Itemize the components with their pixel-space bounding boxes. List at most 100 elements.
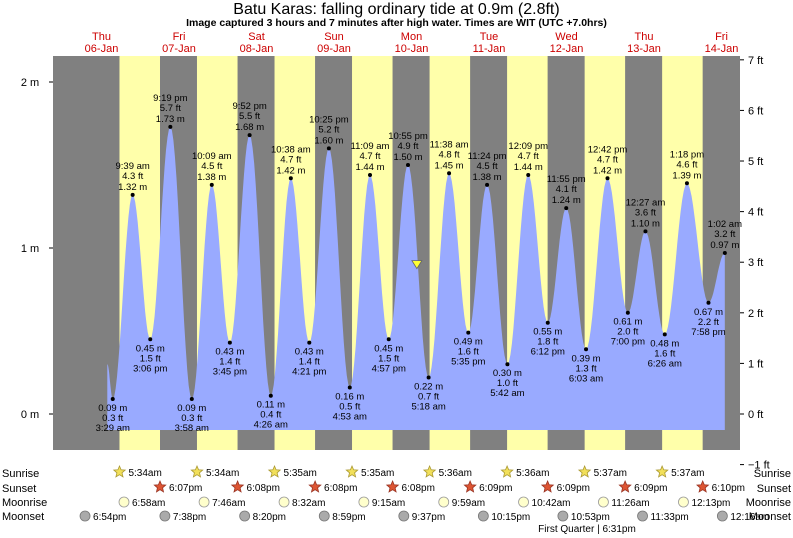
tide-m-label: 0.11 m xyxy=(257,400,285,411)
sunset-icon xyxy=(385,479,400,493)
tide-time-label: 6:12 pm xyxy=(531,347,565,358)
tide-point xyxy=(505,362,510,367)
tide-m-label: 0.30 m xyxy=(493,368,522,379)
tide-ft-label: 5.7 ft xyxy=(160,103,181,114)
moonrise-icon xyxy=(518,496,529,508)
day-header-dow: Mon xyxy=(401,31,422,43)
tide-time-label: 6:26 am xyxy=(648,358,682,369)
sunrise-icon xyxy=(267,464,282,478)
tide-ft-label: 0.3 ft xyxy=(181,413,202,424)
sunrise-icon xyxy=(190,464,204,478)
tide-ft-label: 4.7 ft xyxy=(280,154,301,165)
tide-point xyxy=(148,337,153,342)
tide-m-label: 0.45 m xyxy=(374,343,403,354)
sunrise-time: 5:36am xyxy=(439,468,472,479)
moonset-icon xyxy=(716,510,728,522)
tide-time-label: 4:21 pm xyxy=(292,367,326,378)
tide-ft-label: 0.3 ft xyxy=(102,413,123,424)
tide-m-label: 0.45 m xyxy=(136,343,165,354)
moonset-icon xyxy=(398,510,410,522)
tide-time-label: 4:26 am xyxy=(254,420,288,431)
moonset-time: 8:20pm xyxy=(253,512,286,523)
tide-m-label: 1.38 m xyxy=(197,172,226,183)
tide-ft-label: 4.7 ft xyxy=(597,154,618,165)
sunset-icon xyxy=(618,479,632,493)
sunset-icon xyxy=(540,479,555,493)
tide-ft-label: 1.8 ft xyxy=(537,337,558,348)
tide-time-label: 12:27 am xyxy=(626,197,666,208)
current-tide-marker xyxy=(411,260,423,270)
tide-m-label: 0.48 m xyxy=(650,338,679,349)
right-axis-tick-label: 2 ft xyxy=(748,308,763,320)
tide-ft-label: 4.6 ft xyxy=(676,159,697,170)
day-header-date: 07-Jan xyxy=(162,43,196,55)
day-header-date: 14-Jan xyxy=(705,43,739,55)
tide-m-label: 0.49 m xyxy=(454,337,483,348)
sunset-time: 6:09pm xyxy=(557,483,590,494)
tide-ft-label: 3.6 ft xyxy=(635,207,656,218)
tide-point xyxy=(447,171,452,176)
tide-time-label: 7:58 pm xyxy=(691,327,725,338)
tide-m-label: 0.67 m xyxy=(694,307,723,318)
day-header-date: 10-Jan xyxy=(395,43,429,55)
tide-time-label: 9:52 pm xyxy=(232,101,266,112)
tide-time-label: 4:53 am xyxy=(333,411,367,422)
moonset-row-label-right: Moonset xyxy=(748,511,791,523)
moonset-time: 10:53pm xyxy=(571,512,610,523)
tide-ft-label: 4.8 ft xyxy=(439,149,460,160)
sunset-row-label-right: Sunset xyxy=(756,483,791,495)
tide-time-label: 3:29 am xyxy=(96,423,130,434)
sunrise-time: 5:37am xyxy=(594,468,627,479)
tide-ft-label: 4.1 ft xyxy=(556,184,577,195)
day-header-dow: Wed xyxy=(555,31,577,43)
right-axis-tick-label: 3 ft xyxy=(748,257,763,269)
sunrise-icon xyxy=(655,464,669,478)
sunset-icon xyxy=(230,479,245,493)
tide-ft-label: 1.3 ft xyxy=(575,363,596,374)
right-axis-tick-label: 5 ft xyxy=(748,156,763,168)
moonset-time: 9:37pm xyxy=(412,512,445,523)
tide-point xyxy=(326,146,331,151)
tide-time-label: 5:42 am xyxy=(490,388,524,399)
tide-time-label: 11:09 am xyxy=(351,141,390,152)
tide-point xyxy=(706,300,711,305)
tide-time-label: 3:45 pm xyxy=(213,367,247,378)
day-header-dow: Sat xyxy=(248,31,265,43)
tide-time-label: 5:18 am xyxy=(411,401,445,412)
day-header-dow: Tue xyxy=(480,31,499,43)
tide-time-label: 9:19 pm xyxy=(153,93,187,104)
tide-ft-label: 4.9 ft xyxy=(397,141,418,152)
tide-time-label: 3:06 pm xyxy=(133,363,167,374)
sunset-time: 6:09pm xyxy=(479,483,512,494)
sunset-time: 6:07pm xyxy=(169,483,202,494)
tide-time-label: 11:38 am xyxy=(430,139,469,150)
chart-title: Batu Karas: falling ordinary tide at 0.9… xyxy=(233,1,560,18)
right-axis-tick-label: 7 ft xyxy=(748,55,763,67)
tide-time-label: 12:42 pm xyxy=(588,144,628,155)
moonrise-time: 9:59am xyxy=(452,498,485,509)
tide-time-label: 1:18 pm xyxy=(670,149,704,160)
tide-point xyxy=(347,385,352,390)
sunset-time: 6:09pm xyxy=(634,483,667,494)
moonset-icon xyxy=(637,510,648,522)
moonrise-icon xyxy=(438,496,450,508)
moonrise-icon xyxy=(278,496,290,508)
moonset-time: 10:15pm xyxy=(491,512,530,523)
tide-m-label: 1.42 m xyxy=(276,165,305,176)
tide-point xyxy=(406,163,411,167)
day-header-dow: Fri xyxy=(715,31,728,43)
tide-point xyxy=(386,337,391,342)
tide-ft-label: 0.4 ft xyxy=(260,410,281,421)
tide-m-label: 1.32 m xyxy=(118,182,147,193)
tide-m-label: 1.39 m xyxy=(672,170,701,181)
sunrise-time: 5:37am xyxy=(671,468,704,479)
moonrise-icon xyxy=(198,496,210,508)
sunrise-time: 5:36am xyxy=(516,468,549,479)
moonrise-time: 8:32am xyxy=(292,498,325,509)
tide-point xyxy=(643,229,648,234)
tide-m-label: 0.39 m xyxy=(572,353,601,364)
tide-ft-label: 2.0 ft xyxy=(617,327,638,338)
tide-ft-label: 4.7 ft xyxy=(359,151,380,162)
tide-time-label: 1:02 am xyxy=(708,219,742,230)
